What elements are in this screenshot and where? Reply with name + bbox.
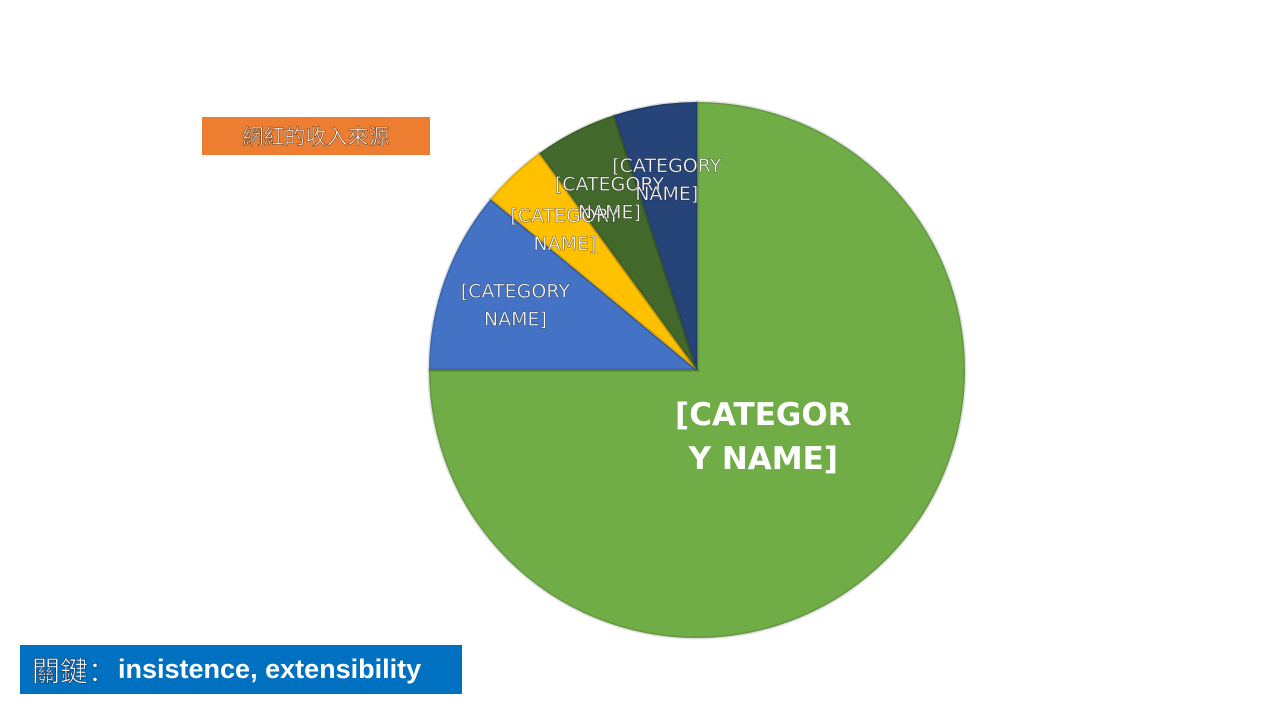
chart-title-box: 網紅的收入來源	[202, 117, 430, 155]
key-banner: 關鍵： insistence, extensibility	[20, 645, 462, 694]
key-prefix: 關鍵：	[32, 650, 116, 690]
key-text: insistence, extensibility	[118, 654, 421, 685]
chart-title: 網紅的收入來源	[243, 121, 390, 151]
